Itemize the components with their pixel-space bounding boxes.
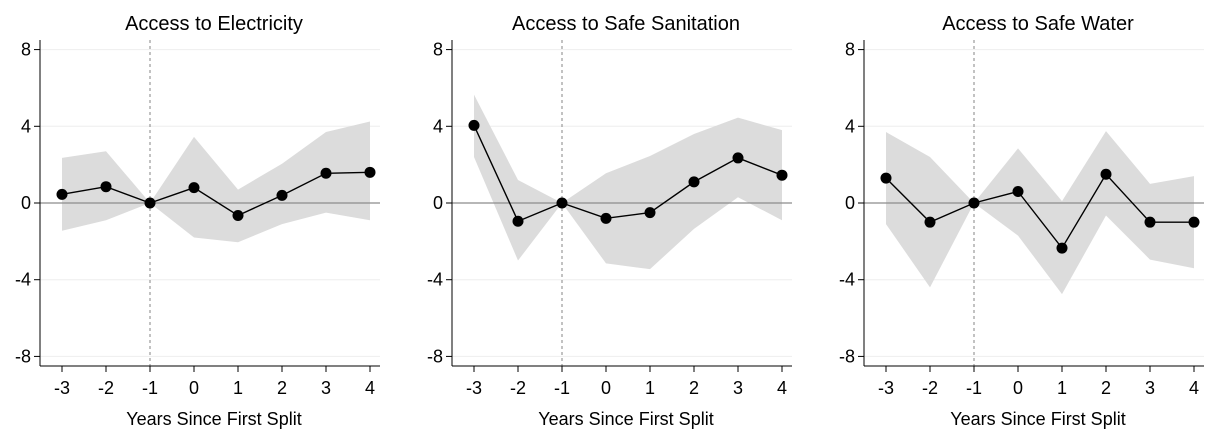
data-point [56, 188, 68, 200]
data-point [512, 215, 524, 227]
data-point [364, 166, 376, 178]
x-tick-label: 1 [233, 378, 243, 398]
x-axis-title: Years Since First Split [126, 409, 301, 429]
x-tick-label: -2 [98, 378, 114, 398]
data-point [644, 207, 656, 219]
data-point [468, 119, 480, 131]
x-tick-label: 2 [1101, 378, 1111, 398]
data-point [968, 197, 980, 209]
y-tick-label: -4 [839, 270, 855, 290]
x-tick-label: 2 [689, 378, 699, 398]
data-point [880, 172, 892, 184]
x-axis-title: Years Since First Split [538, 409, 713, 429]
y-tick-label: 8 [845, 40, 855, 60]
data-point [320, 167, 332, 179]
x-tick-label: 0 [1013, 378, 1023, 398]
x-tick-label: -3 [466, 378, 482, 398]
x-tick-label: -2 [922, 378, 938, 398]
y-tick-label: -4 [15, 270, 31, 290]
x-tick-label: -3 [878, 378, 894, 398]
panel-1: 8 4 0 -4 -8 -3 -2 -1 0 1 2 3 4 Access to Electricity Y… [15, 13, 380, 429]
x-tick-label: -2 [510, 378, 526, 398]
data-point [276, 189, 288, 201]
y-tick-label: -8 [15, 346, 31, 366]
chart-title: Access to Safe Sanitation [512, 13, 740, 35]
chart-title: Access to Electricity [125, 13, 303, 35]
x-tick-label: 3 [1145, 378, 1155, 398]
x-tick-label: 0 [601, 378, 611, 398]
x-tick-label: 3 [733, 378, 743, 398]
data-point [1188, 216, 1200, 228]
series-line [473, 125, 783, 223]
data-point [688, 176, 700, 188]
panel-2: 8 4 0 -4 -8 -3 -2 -1 0 1 2 3 4 Access to Safe Sanitat… [427, 13, 792, 429]
y-tick-label: 8 [433, 40, 443, 60]
x-axis-title: Years Since First Split [950, 409, 1125, 429]
x-tick-label: -1 [554, 378, 570, 398]
data-point [1056, 242, 1068, 254]
x-tick-label: 3 [321, 378, 331, 398]
data-point [100, 181, 112, 193]
panel-3: 8 4 0 -4 -8 -3 -2 -1 0 1 2 3 4 Access to Safe Water Ye… [839, 13, 1204, 429]
x-tick-label: -1 [142, 378, 158, 398]
chart-title: Access to Safe Water [942, 13, 1134, 35]
y-tick-label: -4 [427, 270, 443, 290]
confidence-band [886, 131, 1194, 295]
confidence-band [474, 94, 782, 270]
x-tick-label: -3 [54, 378, 70, 398]
x-tick-label: 1 [1057, 378, 1067, 398]
x-tick-label: 4 [1189, 378, 1199, 398]
data-point [188, 182, 200, 194]
y-tick-label: -8 [839, 346, 855, 366]
data-point [1144, 216, 1156, 228]
x-tick-label: 4 [777, 378, 787, 398]
data-point [232, 209, 244, 221]
data-point [144, 197, 156, 209]
data-point [1100, 168, 1112, 180]
series-line [61, 171, 371, 217]
x-tick-label: -1 [966, 378, 982, 398]
data-point [732, 152, 744, 164]
y-tick-label: 4 [21, 116, 31, 136]
y-tick-label: 0 [845, 193, 855, 213]
data-point [924, 216, 936, 228]
confidence-band [62, 121, 370, 243]
y-tick-label: 4 [433, 116, 443, 136]
data-point [1012, 185, 1024, 197]
y-tick-label: -8 [427, 346, 443, 366]
x-tick-label: 2 [277, 378, 287, 398]
x-tick-label: 4 [365, 378, 375, 398]
series-line [885, 173, 1194, 250]
y-tick-label: 0 [21, 193, 31, 213]
data-point [556, 197, 568, 209]
data-point [776, 169, 788, 181]
y-tick-label: 8 [21, 40, 31, 60]
x-tick-label: 1 [645, 378, 655, 398]
data-point [600, 212, 612, 224]
x-tick-label: 0 [189, 378, 199, 398]
y-tick-label: 4 [845, 116, 855, 136]
y-tick-label: 0 [433, 193, 443, 213]
